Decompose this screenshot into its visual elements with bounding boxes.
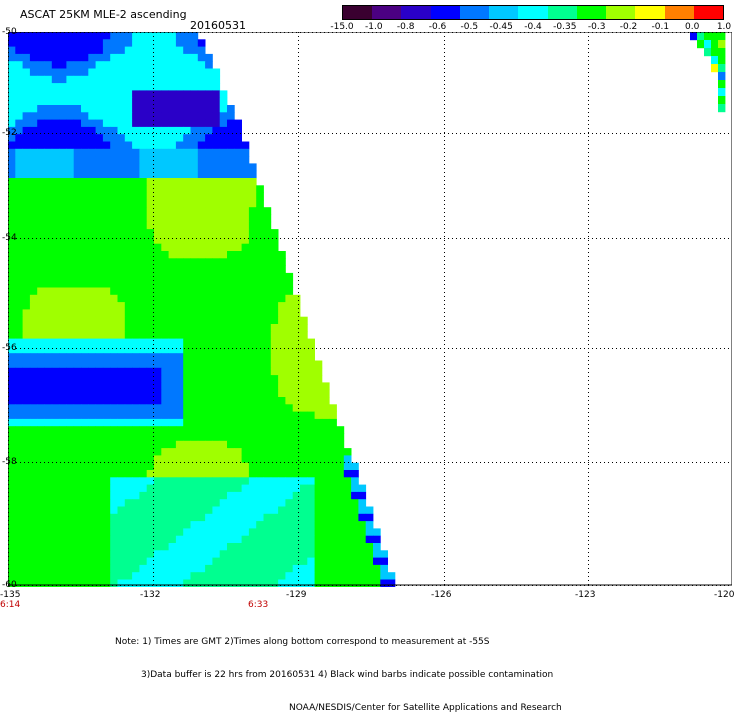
color-scale-label: -0.1 (651, 22, 670, 32)
longitude-label: -123 (575, 590, 596, 600)
latitude-label: -60 (2, 580, 17, 590)
color-scale-label: -0.3 (587, 22, 606, 32)
longitude-label: -129 (286, 590, 307, 600)
map-frame (8, 32, 732, 586)
color-scale-label: -0.8 (396, 22, 415, 32)
longitude-label: -120 (714, 590, 735, 600)
longitude-label: -126 (431, 590, 452, 600)
color-scale-segment (576, 6, 607, 19)
latitude-label: -50 (2, 27, 17, 37)
scatterometer-map (8, 32, 732, 587)
latitude-label: -58 (2, 457, 17, 467)
color-scale-segment (606, 6, 636, 19)
color-scale-label: -0.45 (489, 22, 513, 32)
latitude-label: -56 (2, 343, 17, 353)
map-title: ASCAT 25KM MLE-2 ascending (20, 8, 187, 21)
color-scale-segment (372, 6, 402, 19)
footnotes: Note: 1) Times are GMT 2)Times along bot… (115, 615, 562, 725)
color-scale-label: -15.0 (330, 22, 354, 32)
color-scale-label: -0.35 (553, 22, 577, 32)
footnote-line-2: 3)Data buffer is 22 hrs from 20160531 4)… (141, 670, 554, 680)
color-scale-label: -0.4 (524, 22, 542, 32)
color-scale-label: -0.6 (428, 22, 447, 32)
time-label-start: 6:14 (0, 600, 21, 610)
footnote-line-1: Note: 1) Times are GMT 2)Times along bot… (115, 637, 490, 647)
color-scale-segment (547, 6, 577, 19)
color-scale-label: 1.0 (716, 22, 732, 32)
color-scale-segment (343, 6, 373, 19)
longitude-label: -132 (140, 590, 161, 600)
color-scale-segment (489, 6, 519, 19)
color-scale-bar (342, 5, 724, 20)
color-scale-label: -1.0 (365, 22, 383, 32)
color-scale-segment (693, 6, 724, 19)
longitude-label: -135 (0, 590, 21, 600)
color-scale-label: -0.2 (619, 22, 638, 32)
color-scale-segment (401, 6, 431, 19)
color-scale-segment (635, 6, 665, 19)
color-scale-label: -0.5 (460, 22, 479, 32)
color-scale-labels: -15.0 -1.0 -0.8 -0.6 -0.5 -0.45 -0.4 -0.35 -0.3 -… (330, 22, 734, 36)
footnote-line-3: NOAA/NESDIS/Center for Satellite Applica… (289, 703, 562, 713)
color-scale-segment (518, 6, 548, 19)
time-label-middle: 6:33 (248, 600, 269, 610)
latitude-label: -52 (2, 128, 17, 138)
color-scale-segment (459, 6, 490, 19)
color-scale-segment (664, 6, 694, 19)
latitude-label: -54 (2, 233, 17, 243)
color-scale-label: 0.0 (684, 22, 700, 32)
map-date: 20160531 (190, 19, 246, 32)
color-scale-segment (430, 6, 460, 19)
data-swath-layer (8, 32, 726, 587)
